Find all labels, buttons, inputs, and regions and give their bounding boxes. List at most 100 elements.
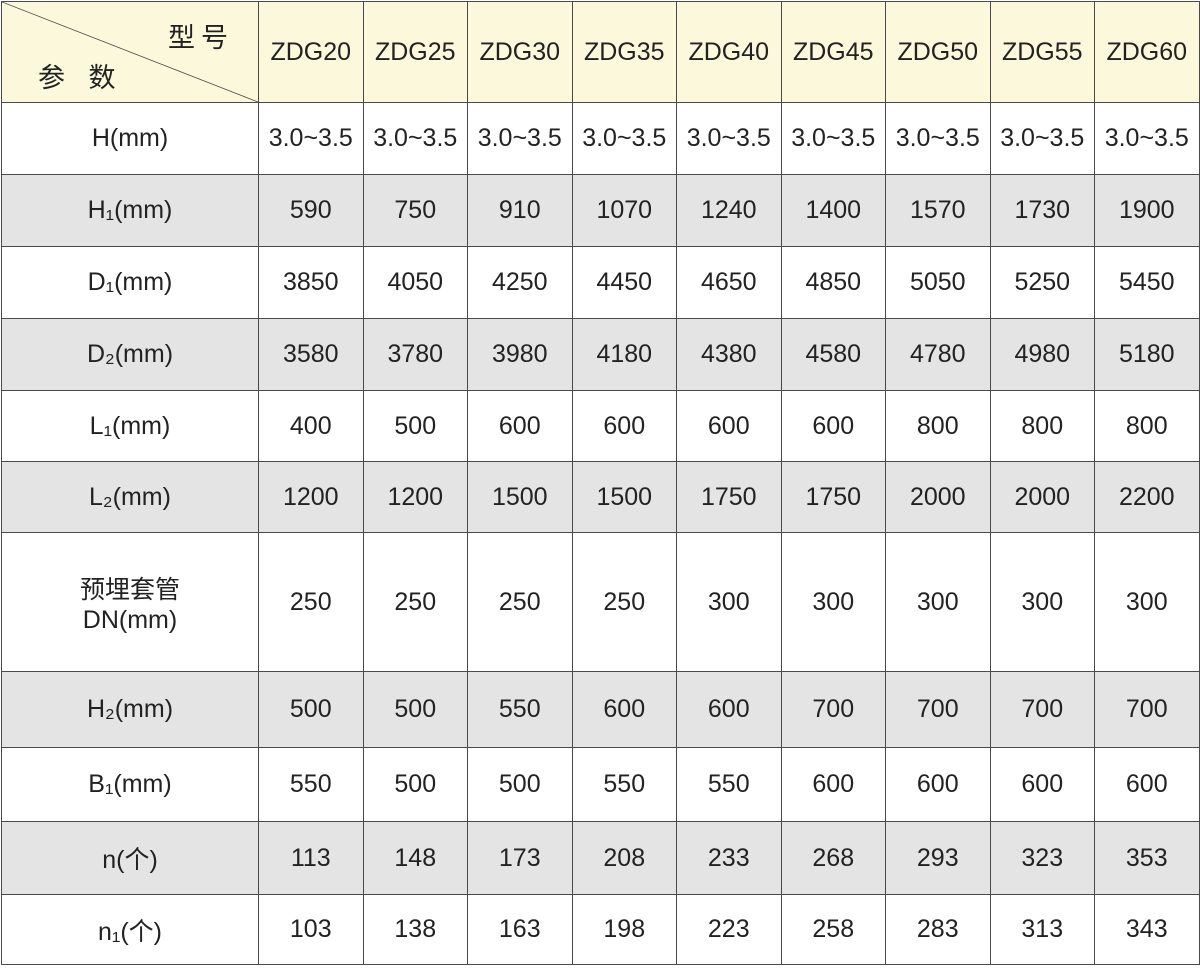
model-header: ZDG55 (989, 1, 1095, 103)
table-cell: 250 (467, 532, 573, 672)
table-cell: 268 (780, 821, 886, 895)
table-cell: 258 (780, 894, 886, 965)
table-cell: 113 (258, 821, 364, 895)
table-cell: 3780 (362, 318, 468, 391)
table-cell: 138 (362, 894, 468, 965)
row-label: D₁(mm) (1, 246, 259, 319)
table-cell: 4180 (571, 318, 677, 391)
table-cell: 600 (780, 390, 886, 462)
table-cell: 283 (885, 894, 991, 965)
model-header: ZDG50 (885, 1, 991, 103)
table-cell: 300 (676, 532, 782, 672)
table-cell: 103 (258, 894, 364, 965)
table-row: n(个) 113 148 173 208 233 268 293 323 353 (1, 821, 1200, 895)
table-cell: 800 (1094, 390, 1200, 462)
row-label: H(mm) (1, 102, 259, 175)
table-cell: 4650 (676, 246, 782, 319)
table-cell: 353 (1094, 821, 1200, 895)
table-cell: 500 (258, 671, 364, 748)
table-cell: 550 (571, 747, 677, 822)
table-cell: 3.0~3.5 (467, 102, 573, 175)
table-cell: 1500 (467, 461, 573, 533)
table-cell: 3.0~3.5 (989, 102, 1095, 175)
row-label-text: D₂(mm) (86, 340, 174, 368)
table-cell: 1750 (780, 461, 886, 533)
table-cell: 3.0~3.5 (571, 102, 677, 175)
table-cell: 4050 (362, 246, 468, 319)
table-row: B₁(mm) 550 500 500 550 550 600 600 600 600 (1, 747, 1200, 822)
table-cell: 500 (467, 747, 573, 822)
table-cell: 1200 (362, 461, 468, 533)
model-header: ZDG35 (571, 1, 677, 103)
model-header: ZDG45 (780, 1, 886, 103)
table-cell: 4850 (780, 246, 886, 319)
row-label-text: n(个) (102, 846, 158, 874)
table-cell: 208 (571, 821, 677, 895)
table-cell: 323 (989, 821, 1095, 895)
table-cell: 250 (362, 532, 468, 672)
row-label: n₁(个) (1, 894, 259, 965)
table-cell: 700 (885, 671, 991, 748)
table-cell: 3980 (467, 318, 573, 391)
table-cell: 4780 (885, 318, 991, 391)
table-cell: 500 (362, 671, 468, 748)
row-label: 预埋套管 DN(mm) (1, 532, 259, 672)
row-label-text: n₁(个) (98, 917, 162, 946)
table-cell: 250 (571, 532, 677, 672)
corner-cell: 型号 参 数 (1, 1, 259, 103)
table-cell: 3580 (258, 318, 364, 391)
model-header: ZDG60 (1094, 1, 1200, 103)
table-cell: 600 (467, 390, 573, 462)
table-cell: 800 (885, 390, 991, 462)
table-cell: 2000 (989, 461, 1095, 533)
table-cell: 233 (676, 821, 782, 895)
table-cell: 3850 (258, 246, 364, 319)
table-cell: 5450 (1094, 246, 1200, 319)
table-cell: 343 (1094, 894, 1200, 965)
table-cell: 550 (258, 747, 364, 822)
table-row: 预埋套管 DN(mm) 250 250 250 250 300 300 300 300 300 (1, 532, 1200, 672)
diagonal-line (2, 2, 258, 102)
table-cell: 3.0~3.5 (1094, 102, 1200, 175)
table-cell: 4250 (467, 246, 573, 319)
table-cell: 800 (989, 390, 1095, 462)
table-cell: 300 (989, 532, 1095, 672)
table-cell: 550 (467, 671, 573, 748)
table-cell: 700 (1094, 671, 1200, 748)
table-row: L₁(mm) 400 500 600 600 600 600 800 800 800 (1, 390, 1200, 462)
table-cell: 3.0~3.5 (780, 102, 886, 175)
table-cell: 600 (676, 390, 782, 462)
table-row: L₂(mm) 1200 1200 1500 1500 1750 1750 2000 2000 22… (1, 461, 1200, 533)
table-cell: 600 (571, 671, 677, 748)
table-cell: 3.0~3.5 (676, 102, 782, 175)
table-row: D₁(mm) 3850 4050 4250 4450 4650 4850 5050 5250 54… (1, 246, 1200, 319)
table-cell: 1500 (571, 461, 677, 533)
table-row: H₂(mm) 500 500 550 600 600 700 700 700 700 (1, 671, 1200, 748)
table-cell: 550 (676, 747, 782, 822)
model-header: ZDG30 (467, 1, 573, 103)
row-label: D₂(mm) (1, 318, 259, 391)
table-cell: 300 (780, 532, 886, 672)
row-label-text: H₁(mm) (87, 196, 173, 224)
model-header: ZDG40 (676, 1, 782, 103)
model-header: ZDG25 (362, 1, 468, 103)
table-cell: 4980 (989, 318, 1095, 391)
table-cell: 5050 (885, 246, 991, 319)
table-cell: 600 (780, 747, 886, 822)
table-cell: 5180 (1094, 318, 1200, 391)
row-label-text: H₂(mm) (86, 695, 174, 723)
table-cell: 590 (258, 174, 364, 247)
model-header: ZDG20 (258, 1, 364, 103)
table-cell: 5250 (989, 246, 1095, 319)
header-row: 型号 参 数 ZDG20 ZDG25 ZDG30 ZDG35 ZDG40 ZDG45 ZDG… (1, 1, 1200, 103)
table-cell: 910 (467, 174, 573, 247)
table-cell: 500 (362, 390, 468, 462)
table-cell: 1240 (676, 174, 782, 247)
table-cell: 1070 (571, 174, 677, 247)
table-cell: 600 (1094, 747, 1200, 822)
table-cell: 2200 (1094, 461, 1200, 533)
table-cell: 1400 (780, 174, 886, 247)
table-cell: 3.0~3.5 (258, 102, 364, 175)
table-cell: 1900 (1094, 174, 1200, 247)
